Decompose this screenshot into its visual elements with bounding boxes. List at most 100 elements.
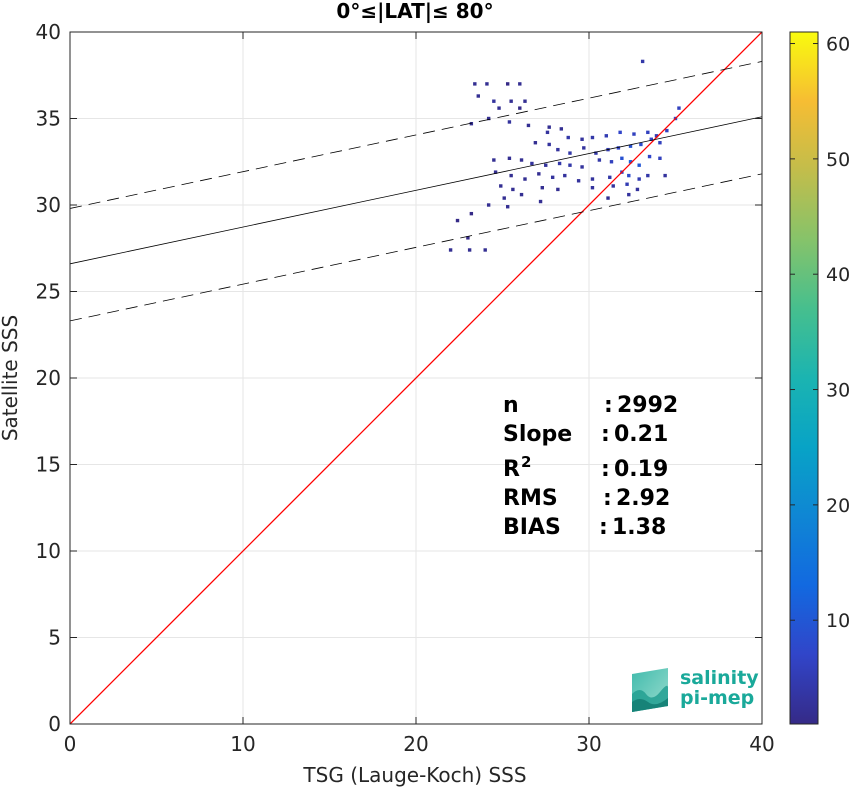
density-cell [466, 236, 470, 240]
density-cell [590, 186, 595, 190]
stat-value: 2.92 [616, 486, 670, 511]
density-cell [486, 203, 491, 207]
stat-separator: : [603, 486, 612, 511]
colorbar-gradient [789, 31, 819, 725]
density-cell [469, 121, 474, 126]
density-cell [485, 82, 489, 86]
density-cell [493, 170, 498, 174]
density-cell [502, 196, 506, 200]
density-cell [505, 205, 510, 209]
density-cell [505, 82, 510, 86]
logo-wave-icon [632, 668, 668, 712]
density-cell [469, 211, 474, 216]
density-cell [611, 184, 615, 188]
y-tick-label: 10 [36, 539, 61, 563]
colorbar-tick-label: 30 [826, 380, 850, 402]
density-cell [580, 137, 584, 141]
density-cell [597, 158, 602, 162]
stat-value: 0.21 [614, 422, 668, 447]
density-cell [556, 147, 560, 152]
density-cell [590, 177, 595, 181]
stat-value: 1.38 [612, 515, 666, 540]
density-cell [492, 99, 496, 103]
density-cell [627, 173, 631, 178]
density-cell [448, 248, 453, 252]
stat-label: Slope [503, 422, 572, 447]
density-cell [568, 151, 572, 155]
density-cell [608, 175, 612, 180]
x-tick-label: 30 [576, 732, 601, 756]
identity-line [70, 32, 762, 724]
colorbar-tick-label: 40 [826, 264, 850, 286]
density-cell [618, 130, 622, 135]
x-tick-label: 40 [749, 732, 774, 756]
y-tick-label: 35 [36, 107, 61, 131]
density-cell [507, 120, 512, 124]
density-cell [507, 156, 512, 160]
density-cell [658, 156, 662, 160]
density-cell [563, 173, 567, 178]
density-cell [523, 177, 527, 181]
y-tick-label: 20 [36, 366, 61, 390]
density-cell [580, 165, 584, 169]
stat-value: 2992 [617, 393, 678, 418]
stat-separator: : [599, 515, 608, 540]
density-cell [590, 135, 595, 140]
density-cell [537, 172, 541, 176]
density-cell [559, 127, 564, 131]
density-cell [639, 142, 643, 147]
colorbar-tick-label: 60 [826, 34, 850, 56]
density-cell [545, 130, 550, 135]
density-cell [519, 192, 524, 197]
colorbar-tick-label: 10 [826, 610, 850, 632]
colorbar-tick-label: 50 [826, 149, 850, 171]
density-cell [647, 154, 652, 159]
y-tick-label: 15 [36, 453, 61, 477]
density-cell [568, 163, 572, 167]
density-cell [526, 123, 531, 128]
density-cell [544, 163, 548, 167]
stat-label: BIAS [503, 515, 561, 540]
density-cell [609, 160, 614, 164]
density-cell [677, 106, 681, 110]
density-cell [663, 173, 667, 178]
x-tick-label: 20 [403, 732, 428, 756]
density-cell [483, 248, 487, 252]
density-cell [616, 146, 621, 150]
y-tick-label: 40 [36, 20, 61, 44]
density-cell [476, 94, 480, 98]
regression-lower-line [70, 173, 762, 322]
stat-label: R [503, 457, 520, 482]
density-cell [467, 248, 472, 252]
density-cell [509, 99, 513, 103]
colorbar-ticks: 10 20 30 40 50 60 [790, 34, 850, 632]
density-cell [547, 142, 551, 147]
density-cell [533, 141, 538, 145]
density-cell [523, 99, 527, 103]
fit-lines [70, 32, 762, 724]
density-cell [509, 173, 513, 178]
chart-title: 0°≤|LAT|≤ 80° [336, 0, 493, 23]
logo-text-salinity: salinity [680, 667, 759, 689]
stat-separator: : [601, 422, 610, 447]
density-cell [649, 137, 653, 141]
density-cell [547, 125, 551, 129]
density-cell [540, 186, 544, 190]
x-tick-label: 0 [64, 732, 77, 756]
density-cell [455, 218, 460, 223]
colorbar-tick-label: 20 [826, 495, 850, 517]
density-cell [625, 182, 629, 186]
density-cell [486, 116, 491, 121]
y-axis-label: Satellite SSS [0, 315, 22, 441]
density-cell [646, 173, 650, 178]
density-cell [576, 179, 581, 183]
density-cell [518, 106, 522, 110]
density-cell [594, 151, 598, 155]
stat-value: 0.19 [614, 457, 668, 482]
stat-separator: : [601, 457, 610, 482]
density-cell [492, 158, 496, 162]
density-cell [665, 128, 669, 133]
